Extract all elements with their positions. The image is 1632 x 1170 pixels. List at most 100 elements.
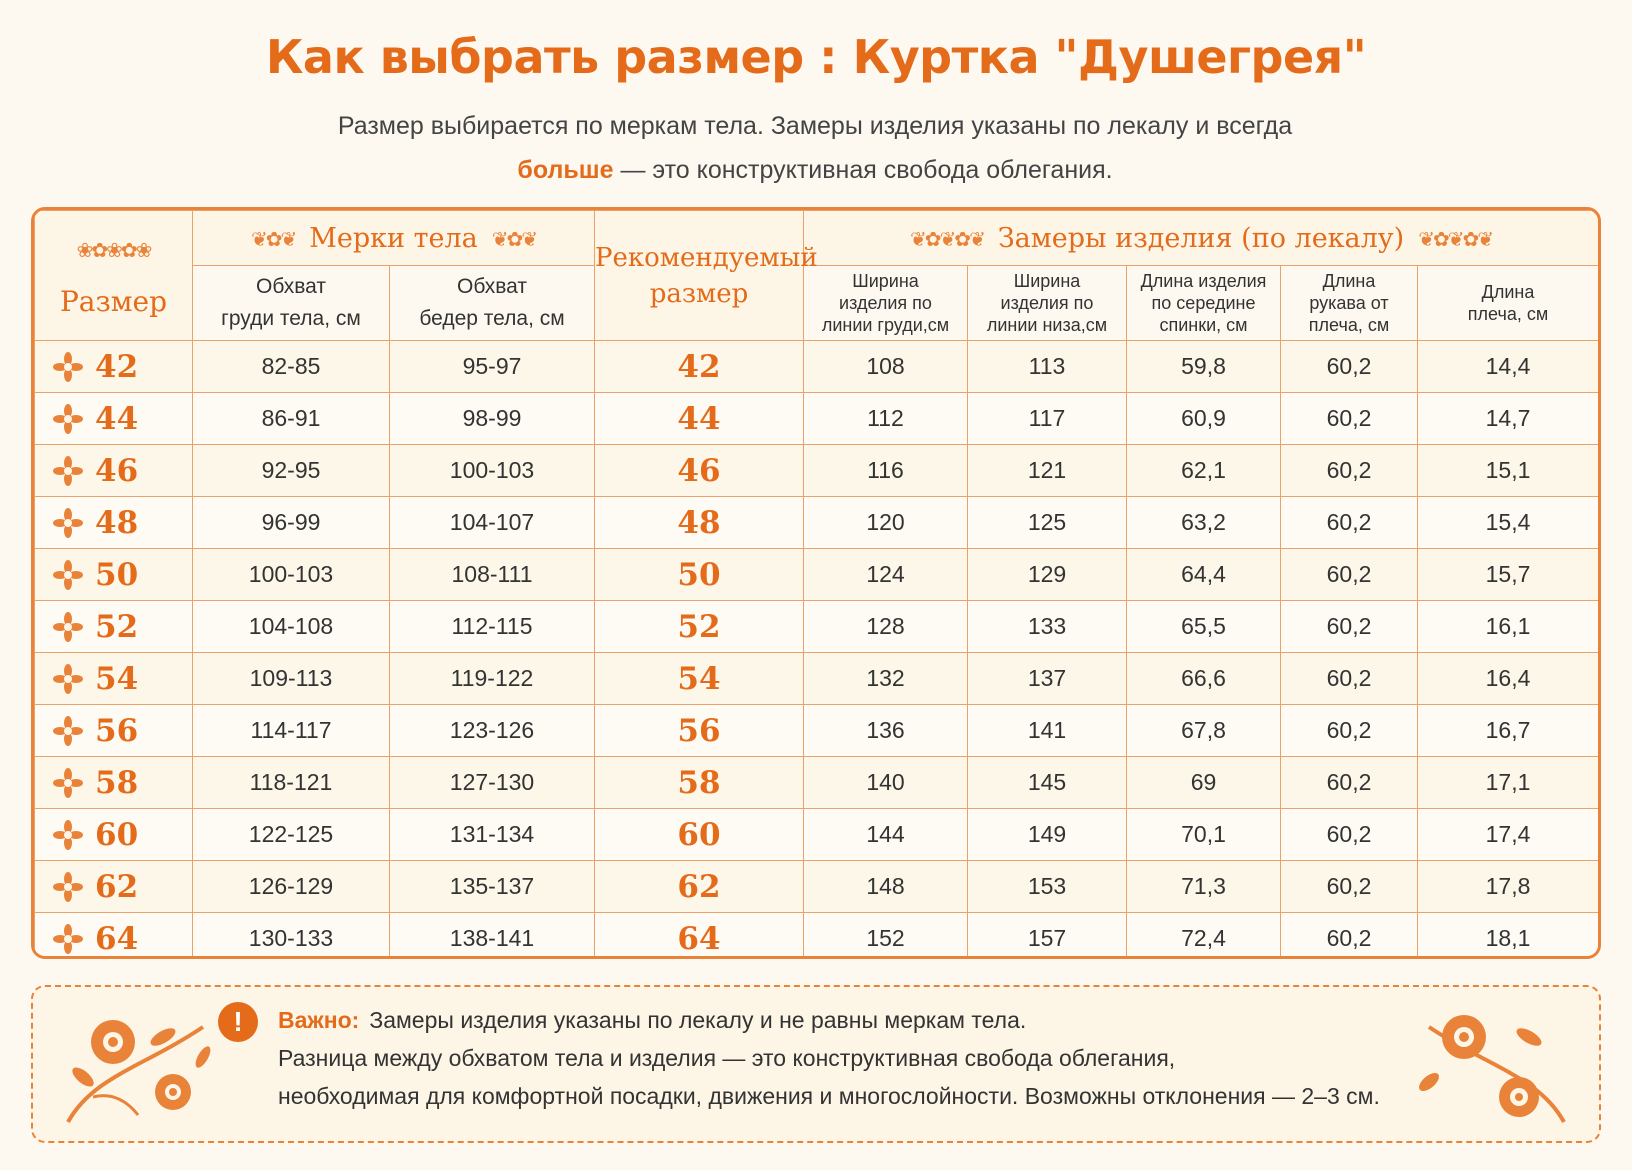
product-back-length-cell: 66,6: [1126, 652, 1281, 705]
ornament-icon: ❦✿❦✿❦: [1418, 227, 1494, 251]
page-subtitle: Размер выбирается по меркам тела. Замеры…: [250, 104, 1380, 192]
ornament-icon: ❦✿❦✿❦: [910, 227, 986, 251]
chest-girth-value: 82-85: [261, 353, 321, 379]
product-shoulder-length-value: 18,1: [1485, 925, 1531, 951]
chest-girth-cell: 86-91: [192, 392, 390, 445]
size-value: 46: [95, 452, 139, 489]
product-width-bottom-value: 137: [1027, 665, 1067, 691]
ornament-icon: ❦✿❦: [250, 227, 297, 251]
body-measurements-header: ❦✿❦ Мерки тела ❦✿❦: [192, 210, 595, 266]
product-back-length-cell: 71,3: [1126, 860, 1281, 913]
recommended-size-value: 46: [677, 452, 721, 489]
flower-icon: [53, 507, 83, 538]
product-shoulder-length-cell: 15,1: [1416, 444, 1598, 497]
size-cell: 46: [34, 444, 193, 497]
size-cell: 54: [34, 652, 193, 705]
recommended-size-value: 56: [677, 712, 721, 749]
product-sleeve-length-cell: 60,2: [1280, 704, 1418, 757]
size-value: 64: [95, 920, 139, 957]
product-shoulder-length-value: 17,4: [1485, 821, 1531, 847]
product-shoulder-length-cell: 17,1: [1416, 756, 1598, 809]
note-text: Важно: Замеры изделия указаны по лекалу и…: [278, 1001, 1428, 1115]
size-value: 54: [95, 660, 139, 697]
product-sleeve-length-value: 60,2: [1326, 561, 1372, 587]
hips-girth-cell: 100-103: [389, 444, 595, 497]
product-width-bottom-cell: 153: [967, 860, 1127, 913]
hips-girth-cell: 104-107: [389, 496, 595, 549]
product-width-bottom-cell: 137: [967, 652, 1127, 705]
recommended-size-value: 44: [677, 400, 721, 437]
table-row: 48 96-99 104-107 48 120 125 63,2 60,2 15,4: [34, 496, 1598, 549]
recommended-size-cell: 44: [594, 392, 804, 445]
flower-icon: [53, 715, 83, 746]
col-shoulder-length-header: Длина плеча, см: [1416, 265, 1598, 341]
recommended-size-value: 54: [677, 660, 721, 697]
hips-girth-value: 108-111: [451, 561, 533, 587]
chest-girth-cell: 118-121: [192, 756, 390, 809]
product-width-chest-cell: 136: [803, 704, 968, 757]
note-line-3: необходимая для комфортной посадки, движ…: [278, 1083, 1380, 1109]
recommended-size-cell: 62: [594, 860, 804, 913]
recommended-size-value: 50: [677, 556, 721, 593]
col-width-chest-header: Ширина изделия по линии груди,см: [803, 265, 968, 341]
chest-girth-value: 114-117: [250, 717, 332, 743]
product-sleeve-length-cell: 60,2: [1280, 756, 1418, 809]
product-sleeve-length-cell: 60,2: [1280, 912, 1418, 956]
hips-girth-cell: 108-111: [389, 548, 595, 601]
size-cell: 42: [34, 340, 193, 393]
product-width-bottom-value: 129: [1027, 561, 1067, 587]
size-table: ❀✿❀✿❀ Размер ❦✿❦ Мерки тела ❦✿❦ Рекомендуе…: [34, 210, 1598, 957]
product-width-chest-value: 140: [866, 769, 905, 795]
product-shoulder-length-value: 16,7: [1485, 717, 1531, 743]
product-sleeve-length-cell: 60,2: [1280, 652, 1418, 705]
recommended-size-value: 42: [677, 348, 721, 385]
size-value: 58: [95, 764, 139, 801]
recommended-size-value: 58: [677, 764, 721, 801]
recommended-size-value: 62: [677, 868, 721, 905]
table-row: 46 92-95 100-103 46 116 121 62,1 60,2 15,1: [34, 444, 1598, 497]
size-value: 44: [95, 400, 139, 437]
product-width-bottom-value: 133: [1027, 613, 1067, 639]
ornament-icon: ❀✿❀✿❀: [76, 237, 153, 262]
product-sleeve-length-value: 60,2: [1326, 457, 1372, 483]
product-shoulder-length-cell: 15,4: [1416, 496, 1598, 549]
product-shoulder-length-value: 16,1: [1485, 613, 1531, 639]
hips-girth-value: 131-134: [449, 821, 535, 847]
product-back-length-value: 60,9: [1181, 405, 1226, 431]
recommended-size-cell: 54: [594, 652, 804, 705]
product-width-chest-cell: 140: [803, 756, 968, 809]
product-width-bottom-value: 157: [1027, 925, 1067, 951]
product-width-chest-value: 108: [866, 353, 905, 379]
table-row: 64 130-133 138-141 64 152 157 72,4 60,2 18,1: [34, 912, 1598, 957]
product-sleeve-length-value: 60,2: [1326, 353, 1372, 379]
chest-girth-value: 92-95: [261, 457, 321, 483]
product-width-chest-cell: 112: [803, 392, 968, 445]
chest-girth-value: 118-121: [249, 769, 333, 795]
product-sleeve-length-cell: 60,2: [1280, 340, 1418, 393]
product-sleeve-length-value: 60,2: [1326, 821, 1372, 847]
product-width-chest-cell: 144: [803, 808, 968, 861]
size-table-container: ❀✿❀✿❀ Размер ❦✿❦ Мерки тела ❦✿❦ Рекомендуе…: [31, 207, 1601, 959]
product-width-bottom-cell: 133: [967, 600, 1127, 653]
product-width-bottom-cell: 113: [967, 340, 1127, 393]
table-row: 60 122-125 131-134 60 144 149 70,1 60,2 17,4: [34, 808, 1598, 861]
flower-icon: [53, 455, 83, 486]
size-value: 52: [95, 608, 139, 645]
product-width-chest-value: 124: [866, 561, 905, 587]
product-sleeve-length-value: 60,2: [1326, 925, 1372, 951]
hips-girth-value: 98-99: [462, 405, 522, 431]
product-shoulder-length-cell: 16,4: [1416, 652, 1598, 705]
product-width-bottom-value: 153: [1027, 873, 1067, 899]
product-shoulder-length-cell: 17,8: [1416, 860, 1598, 913]
chest-girth-value: 109-113: [249, 665, 333, 691]
product-width-bottom-cell: 145: [967, 756, 1127, 809]
hips-girth-value: 127-130: [449, 769, 535, 795]
chest-girth-value: 104-108: [248, 613, 334, 639]
product-sleeve-length-value: 60,2: [1326, 873, 1372, 899]
hips-girth-value: 112-115: [451, 613, 533, 639]
product-shoulder-length-cell: 14,4: [1416, 340, 1598, 393]
product-width-bottom-cell: 149: [967, 808, 1127, 861]
product-back-length-value: 70,1: [1181, 821, 1226, 847]
size-cell: 52: [34, 600, 193, 653]
product-shoulder-length-value: 14,7: [1485, 405, 1531, 431]
